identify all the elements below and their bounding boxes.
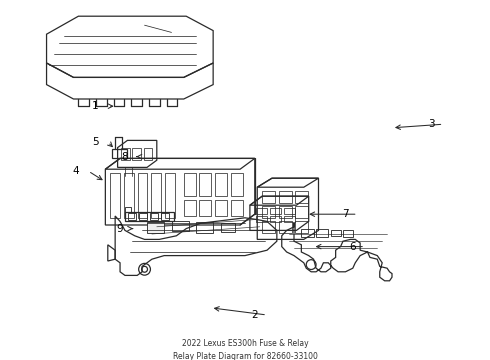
Bar: [199, 200, 211, 216]
Bar: [144, 148, 152, 160]
Bar: [316, 229, 328, 237]
Bar: [128, 213, 136, 220]
Text: 3: 3: [428, 119, 435, 129]
Text: 2: 2: [251, 310, 258, 320]
Bar: [184, 200, 196, 216]
Bar: [172, 221, 189, 231]
Bar: [161, 213, 169, 220]
Text: 8: 8: [122, 152, 128, 162]
Bar: [139, 213, 147, 220]
Bar: [331, 230, 341, 236]
Bar: [151, 173, 161, 218]
Bar: [184, 173, 196, 196]
Bar: [215, 200, 227, 216]
Bar: [110, 173, 120, 218]
Bar: [270, 216, 281, 222]
Text: 5: 5: [92, 137, 99, 147]
Bar: [256, 208, 267, 214]
Text: 9: 9: [117, 224, 123, 234]
Bar: [295, 221, 308, 233]
Bar: [138, 173, 147, 218]
Bar: [132, 148, 141, 160]
Bar: [147, 222, 164, 233]
Text: 7: 7: [342, 209, 349, 219]
Bar: [284, 208, 295, 214]
Text: 1: 1: [92, 101, 99, 111]
Bar: [270, 208, 281, 214]
Bar: [215, 173, 227, 196]
Bar: [165, 173, 175, 218]
Bar: [199, 173, 211, 196]
Bar: [279, 221, 292, 233]
Bar: [279, 191, 292, 203]
Bar: [284, 216, 295, 222]
Bar: [343, 230, 353, 237]
Bar: [231, 200, 243, 216]
Bar: [301, 229, 314, 237]
Text: 6: 6: [349, 242, 356, 252]
Bar: [295, 191, 308, 203]
Bar: [124, 173, 134, 218]
Text: 2022 Lexus ES300h Fuse & Relay
Relay Plate Diagram for 82660-33100: 2022 Lexus ES300h Fuse & Relay Relay Pla…: [172, 339, 318, 360]
Text: 4: 4: [73, 166, 79, 176]
Bar: [279, 206, 292, 218]
Bar: [262, 206, 275, 218]
Bar: [196, 222, 213, 233]
Bar: [262, 191, 275, 203]
Bar: [295, 206, 308, 218]
Bar: [220, 223, 235, 232]
Bar: [256, 216, 267, 222]
Bar: [262, 221, 275, 233]
Bar: [121, 148, 130, 160]
Bar: [231, 173, 243, 196]
Bar: [150, 213, 158, 220]
